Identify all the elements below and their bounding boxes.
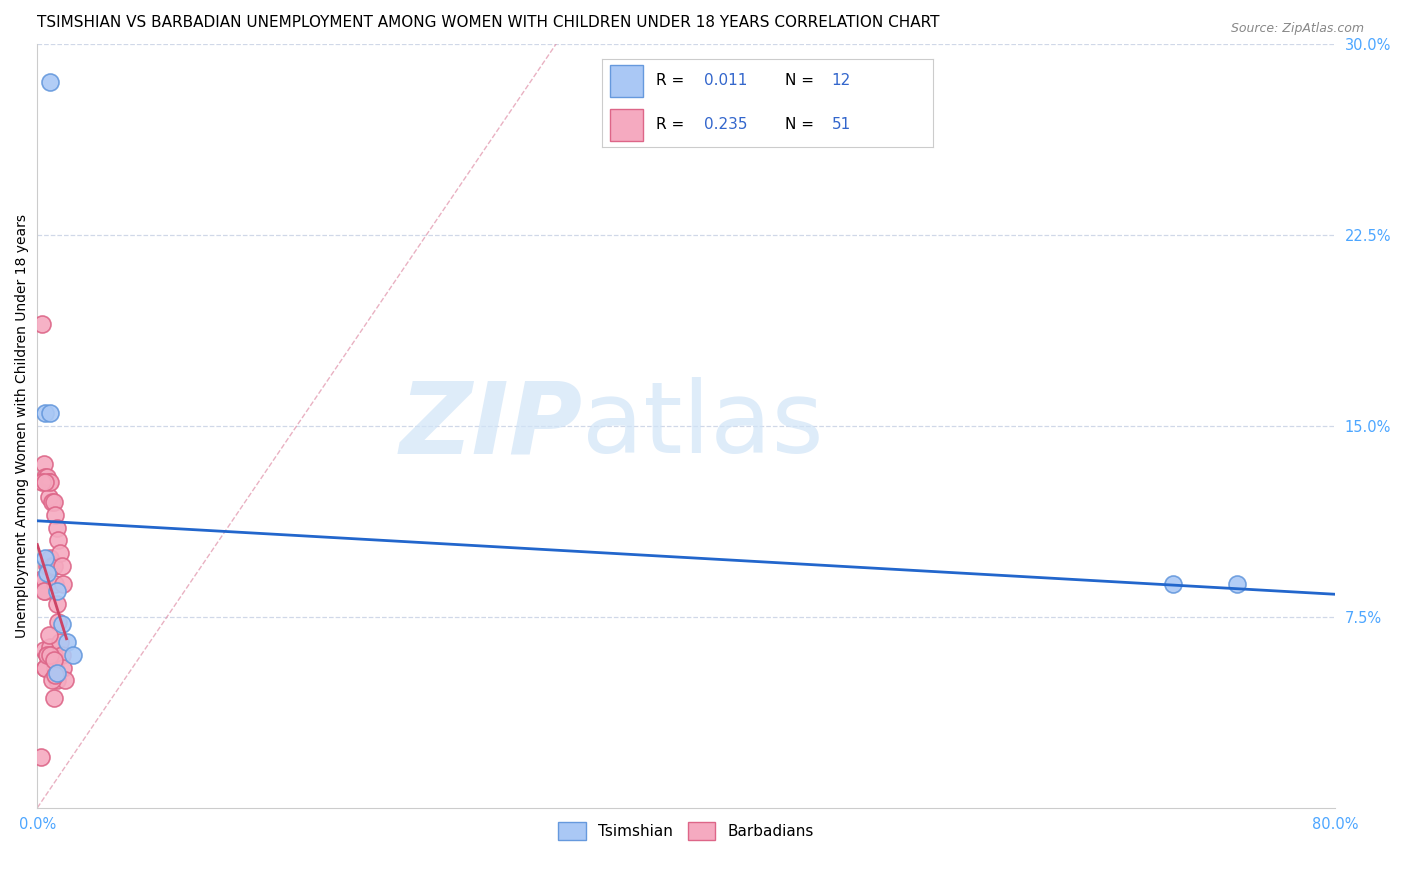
Point [38,490,60,504]
Point [34,584,56,599]
Point [48,533,70,548]
Text: ZIP: ZIP [399,377,582,475]
Point [35,469,58,483]
Point [62,648,84,662]
Point [42,653,65,667]
Point [30,749,52,764]
Point [34,551,56,566]
Point [39,648,62,662]
Point [35,648,58,662]
Point [34,661,56,675]
Point [34,661,56,675]
Point [39,75,62,89]
Point [51,648,73,662]
Point [38,558,60,573]
Point [44,661,66,675]
Point [51,558,73,573]
Point [31,475,53,489]
Point [48,615,70,629]
Point [42,648,65,662]
Point [35,558,58,573]
Point [52,661,75,675]
Point [1161,576,1184,591]
Point [32,572,55,586]
Point [34,406,56,420]
Point [41,495,63,509]
Point [31,572,53,586]
Point [32,643,55,657]
Point [41,648,63,662]
Point [34,469,56,483]
Legend: Tsimshian, Barbadians: Tsimshian, Barbadians [553,816,820,846]
Point [1226,576,1249,591]
Point [45,520,67,534]
Point [55,635,77,649]
Y-axis label: Unemployment Among Women with Children Under 18 years: Unemployment Among Women with Children U… [15,214,30,638]
Point [42,558,65,573]
Point [38,475,60,489]
Point [35,566,58,581]
Point [42,495,65,509]
Point [49,635,72,649]
Point [45,673,67,688]
Point [39,475,62,489]
Point [45,597,67,611]
Point [44,508,66,522]
Point [35,648,58,662]
Point [38,648,60,662]
Text: TSIMSHIAN VS BARBADIAN UNEMPLOYMENT AMONG WOMEN WITH CHILDREN UNDER 18 YEARS COR: TSIMSHIAN VS BARBADIAN UNEMPLOYMENT AMON… [38,15,939,30]
Point [45,665,67,680]
Text: Source: ZipAtlas.com: Source: ZipAtlas.com [1230,22,1364,36]
Point [39,551,62,566]
Point [41,673,63,688]
Text: atlas: atlas [582,377,824,475]
Point [39,406,62,420]
Point [39,640,62,655]
Point [51,617,73,632]
Point [49,546,72,560]
Point [53,673,76,688]
Point [32,457,55,471]
Point [38,627,60,641]
Point [45,584,67,599]
Point [42,691,65,706]
Point [32,584,55,599]
Point [41,558,63,573]
Point [52,576,75,591]
Point [44,668,66,682]
Point [34,475,56,489]
Point [31,317,53,331]
Point [44,576,66,591]
